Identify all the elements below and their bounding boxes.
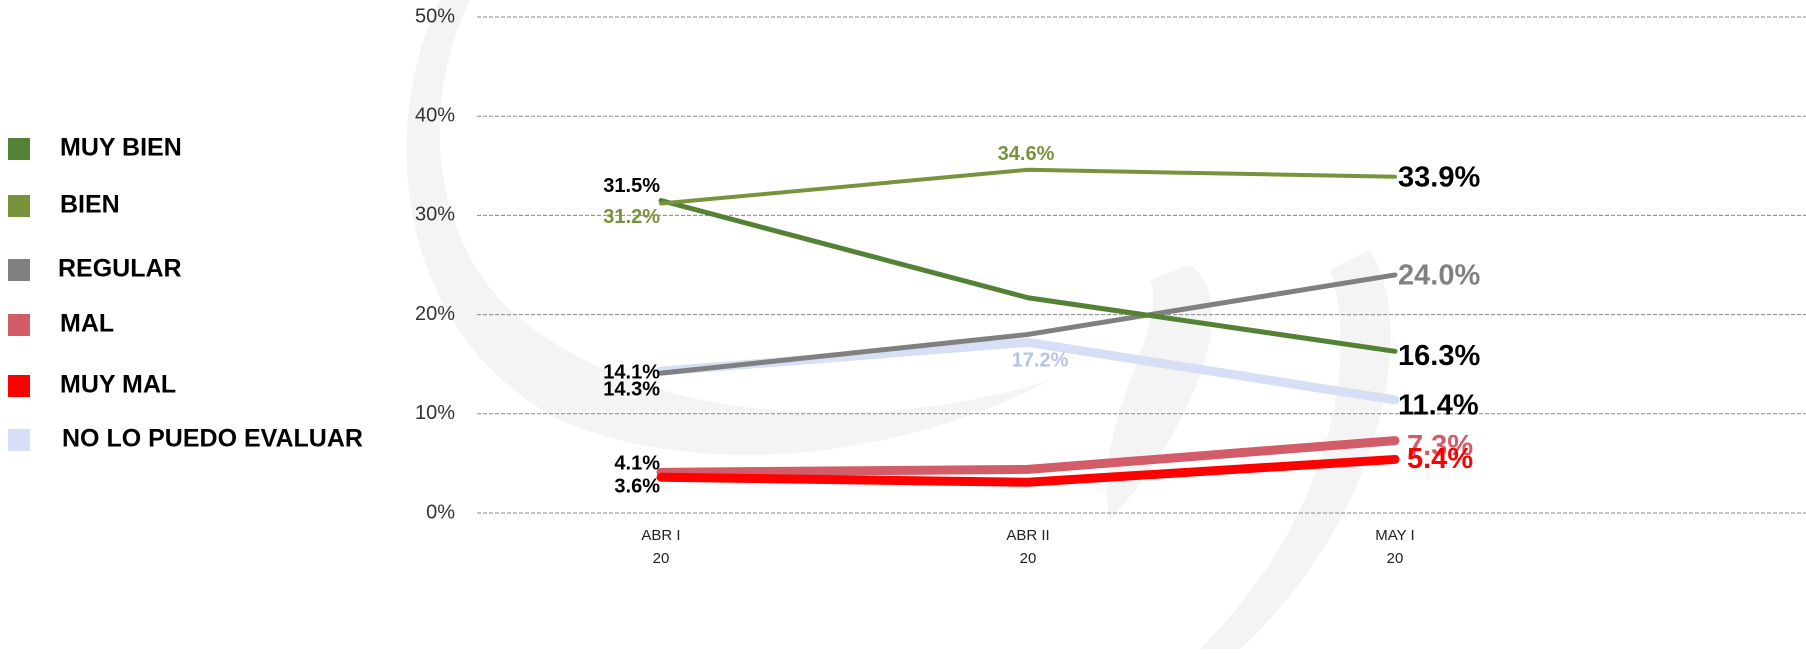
legend-label: REGULAR bbox=[58, 255, 182, 283]
legend-label: MUY MAL bbox=[60, 371, 176, 399]
y-tick-label: 20% bbox=[415, 303, 455, 325]
series-line bbox=[658, 198, 1398, 354]
legend-swatch bbox=[8, 138, 30, 160]
data-label: 31.2% bbox=[603, 206, 660, 228]
y-tick-label: 10% bbox=[415, 402, 455, 424]
legend-swatch bbox=[8, 314, 30, 336]
data-label: 3.6% bbox=[614, 476, 660, 498]
y-tick-label: 40% bbox=[415, 104, 455, 126]
data-label: 4.1% bbox=[614, 453, 660, 475]
series-line bbox=[658, 272, 1398, 376]
data-label: 16.3% bbox=[1398, 340, 1480, 372]
x-tick-label: 20 bbox=[1020, 550, 1037, 567]
data-label: 5.4% bbox=[1407, 443, 1473, 475]
legend-swatch bbox=[8, 195, 30, 217]
data-label: 7.3% bbox=[1407, 430, 1473, 462]
x-tick-label: ABR II bbox=[1006, 527, 1049, 544]
legend-label: MAL bbox=[60, 310, 114, 338]
data-label: 14.3% bbox=[603, 378, 660, 400]
y-tick-label: 50% bbox=[415, 5, 455, 27]
series-line bbox=[656, 454, 1400, 487]
data-label: 33.9% bbox=[1398, 161, 1480, 193]
x-tick-label: ABR I bbox=[641, 527, 680, 544]
legend-label: NO LO PUEDO EVALUAR bbox=[62, 425, 363, 453]
y-tick-label: 0% bbox=[426, 501, 455, 523]
swoosh bbox=[1200, 250, 1391, 649]
data-label: 34.6% bbox=[998, 143, 1055, 165]
x-tick-label: MAY I bbox=[1375, 527, 1414, 544]
swoosh bbox=[406, 0, 1050, 455]
data-label: 31.5% bbox=[603, 175, 660, 197]
data-label: 24.0% bbox=[1398, 260, 1480, 292]
data-label: 11.4% bbox=[1398, 390, 1479, 422]
y-tick-label: 30% bbox=[415, 204, 455, 226]
series-line bbox=[656, 436, 1400, 477]
x-tick-label: 20 bbox=[1387, 550, 1404, 567]
data-label: 17.2% bbox=[1012, 350, 1069, 372]
series-line bbox=[659, 167, 1397, 206]
x-tick-label: 20 bbox=[653, 550, 670, 567]
swoosh bbox=[1106, 265, 1212, 520]
legend-label: MUY BIEN bbox=[60, 134, 182, 162]
data-label: 14.1% bbox=[603, 361, 660, 383]
legend-swatch bbox=[8, 259, 30, 281]
legend-swatch bbox=[8, 429, 30, 451]
background-swoosh bbox=[406, 0, 1391, 649]
legend-swatch bbox=[8, 375, 30, 397]
legend-label: BIEN bbox=[60, 191, 120, 219]
